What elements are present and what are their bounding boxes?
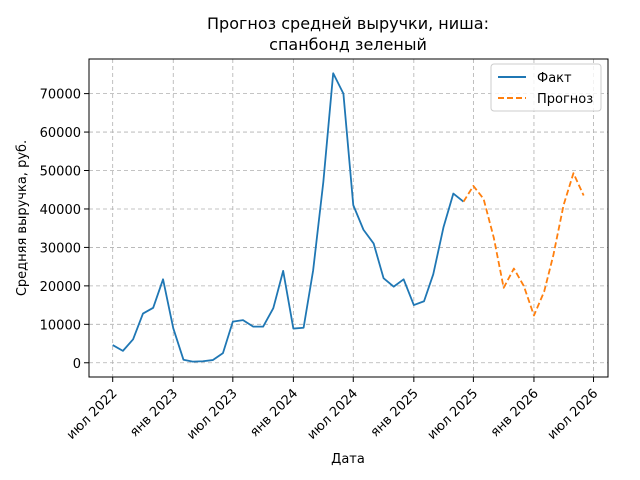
plot-frame (88, 58, 609, 378)
legend-label-forecast: Прогноз (537, 92, 593, 107)
series-group (112, 72, 585, 363)
y-tick-label: 50000 (40, 165, 81, 180)
x-axis-title: Дата (331, 452, 365, 467)
y-tick-label: 60000 (40, 126, 81, 141)
legend: Факт Прогноз (490, 63, 602, 112)
y-tick-label: 20000 (40, 280, 81, 295)
chart-title-line-2: спанбонд зеленый (269, 35, 427, 54)
y-tick-label: 10000 (40, 318, 81, 333)
y-tick-label: 40000 (40, 203, 81, 218)
y-tick-label: 30000 (40, 241, 81, 256)
grid (89, 59, 608, 377)
y-axis-title: Средняя выручка, руб. (15, 140, 30, 296)
legend-label-fact: Факт (537, 71, 572, 86)
y-tick-label: 0 (73, 357, 81, 372)
chart-title-line-1: Прогноз средней выручки, ниша: (207, 14, 489, 33)
y-tick-label: 70000 (40, 88, 81, 103)
legend-box (490, 63, 602, 112)
series-line-fact (112, 72, 465, 363)
series-line-forecast (462, 172, 585, 317)
